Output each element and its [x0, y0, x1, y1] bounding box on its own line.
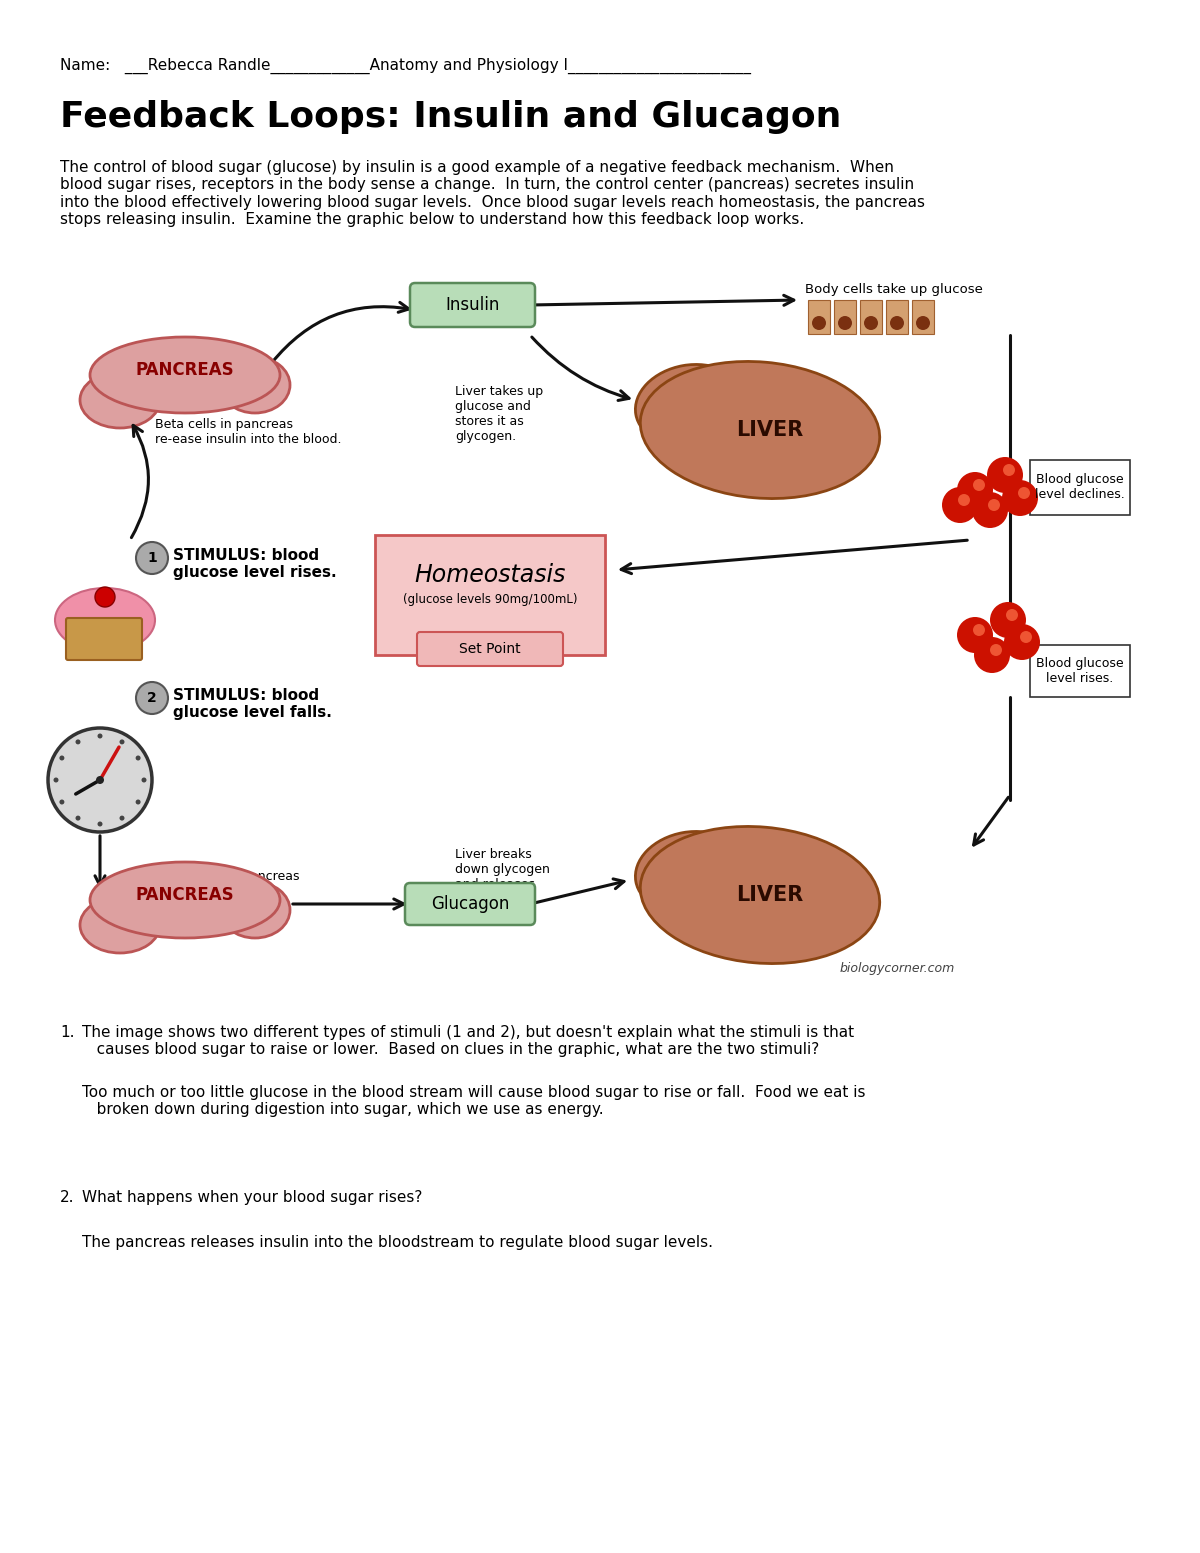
Circle shape — [136, 755, 140, 761]
Bar — [1030, 460, 1130, 516]
Ellipse shape — [635, 365, 745, 446]
Bar — [886, 300, 908, 334]
Text: 1: 1 — [148, 551, 157, 565]
Text: The control of blood sugar (glucose) by insulin is a good example of a negative : The control of blood sugar (glucose) by … — [60, 160, 925, 227]
Text: LIVER: LIVER — [737, 885, 804, 905]
Ellipse shape — [220, 882, 290, 938]
Circle shape — [136, 800, 140, 804]
Ellipse shape — [55, 589, 155, 652]
Circle shape — [916, 315, 930, 329]
Circle shape — [59, 800, 65, 804]
Circle shape — [958, 494, 970, 506]
Text: Feedback Loops: Insulin and Glucagon: Feedback Loops: Insulin and Glucagon — [60, 99, 841, 134]
Text: 2: 2 — [148, 691, 157, 705]
Circle shape — [97, 822, 102, 826]
Ellipse shape — [80, 898, 160, 954]
Text: PANCREAS: PANCREAS — [136, 887, 234, 904]
Circle shape — [97, 733, 102, 739]
Circle shape — [59, 755, 65, 761]
Circle shape — [120, 815, 125, 820]
Text: PANCREAS: PANCREAS — [136, 360, 234, 379]
FancyBboxPatch shape — [66, 618, 142, 660]
FancyBboxPatch shape — [418, 632, 563, 666]
Circle shape — [958, 472, 994, 508]
Circle shape — [838, 315, 852, 329]
Text: 1.: 1. — [60, 1025, 74, 1041]
Bar — [860, 300, 882, 334]
Circle shape — [136, 682, 168, 714]
Bar — [808, 300, 830, 334]
Text: Alpha cells in pancreas
release glucagon.: Alpha cells in pancreas release glucagon… — [155, 870, 300, 898]
Circle shape — [95, 587, 115, 607]
Text: Set Point: Set Point — [460, 641, 521, 655]
Text: The pancreas releases insulin into the bloodstream to regulate blood sugar level: The pancreas releases insulin into the b… — [82, 1235, 713, 1250]
Circle shape — [890, 315, 904, 329]
Circle shape — [48, 728, 152, 832]
Circle shape — [974, 637, 1010, 672]
Circle shape — [986, 457, 1022, 492]
Circle shape — [76, 739, 80, 744]
Ellipse shape — [641, 362, 880, 499]
Bar — [834, 300, 856, 334]
FancyBboxPatch shape — [406, 884, 535, 926]
Ellipse shape — [90, 862, 280, 938]
Text: Body cells take up glucose: Body cells take up glucose — [805, 283, 983, 297]
Bar — [1030, 644, 1130, 697]
Ellipse shape — [635, 831, 745, 913]
Text: What happens when your blood sugar rises?: What happens when your blood sugar rises… — [82, 1190, 422, 1205]
Text: Name:   ___Rebecca Randle_____________Anatomy and Physiology I__________________: Name: ___Rebecca Randle_____________Anat… — [60, 57, 751, 75]
Circle shape — [990, 644, 1002, 655]
Text: Liver takes up
glucose and
stores it as
glycogen.: Liver takes up glucose and stores it as … — [455, 385, 544, 443]
Text: Beta cells in pancreas
re-ease insulin into the blood.: Beta cells in pancreas re-ease insulin i… — [155, 418, 342, 446]
Circle shape — [958, 617, 994, 652]
Circle shape — [812, 315, 826, 329]
Circle shape — [973, 478, 985, 491]
Text: Too much or too little glucose in the blood stream will cause blood sugar to ris: Too much or too little glucose in the bl… — [82, 1086, 865, 1118]
Circle shape — [972, 492, 1008, 528]
Circle shape — [1018, 488, 1030, 499]
Text: STIMULUS: blood
glucose level falls.: STIMULUS: blood glucose level falls. — [173, 688, 332, 721]
Circle shape — [136, 542, 168, 575]
Bar — [912, 300, 934, 334]
Text: (glucose levels 90mg/100mL): (glucose levels 90mg/100mL) — [403, 593, 577, 607]
Circle shape — [973, 624, 985, 637]
Text: LIVER: LIVER — [737, 419, 804, 439]
Ellipse shape — [90, 337, 280, 413]
Circle shape — [76, 815, 80, 820]
Circle shape — [1020, 631, 1032, 643]
Text: biologycorner.com: biologycorner.com — [840, 961, 955, 975]
Circle shape — [120, 739, 125, 744]
Circle shape — [990, 603, 1026, 638]
Text: Liver breaks
down glycogen
and releases
glucose.: Liver breaks down glycogen and releases … — [455, 848, 550, 905]
Ellipse shape — [80, 373, 160, 429]
Ellipse shape — [641, 826, 880, 963]
Bar — [374, 534, 605, 655]
Circle shape — [988, 499, 1000, 511]
Text: 2.: 2. — [60, 1190, 74, 1205]
Text: Blood glucose
level declines.: Blood glucose level declines. — [1036, 474, 1124, 502]
Circle shape — [54, 778, 59, 783]
Circle shape — [96, 776, 104, 784]
Circle shape — [1004, 624, 1040, 660]
FancyBboxPatch shape — [410, 283, 535, 328]
Text: STIMULUS: blood
glucose level rises.: STIMULUS: blood glucose level rises. — [173, 548, 337, 581]
Circle shape — [942, 488, 978, 523]
Text: The image shows two different types of stimuli (1 and 2), but doesn't explain wh: The image shows two different types of s… — [82, 1025, 854, 1058]
Circle shape — [864, 315, 878, 329]
Text: Glucagon: Glucagon — [431, 895, 509, 913]
Text: Blood glucose
level rises.: Blood glucose level rises. — [1036, 657, 1124, 685]
Text: Insulin: Insulin — [445, 297, 499, 314]
Circle shape — [142, 778, 146, 783]
Circle shape — [1006, 609, 1018, 621]
Ellipse shape — [220, 357, 290, 413]
Text: Homeostasis: Homeostasis — [414, 564, 565, 587]
Circle shape — [1003, 464, 1015, 477]
Circle shape — [1002, 480, 1038, 516]
